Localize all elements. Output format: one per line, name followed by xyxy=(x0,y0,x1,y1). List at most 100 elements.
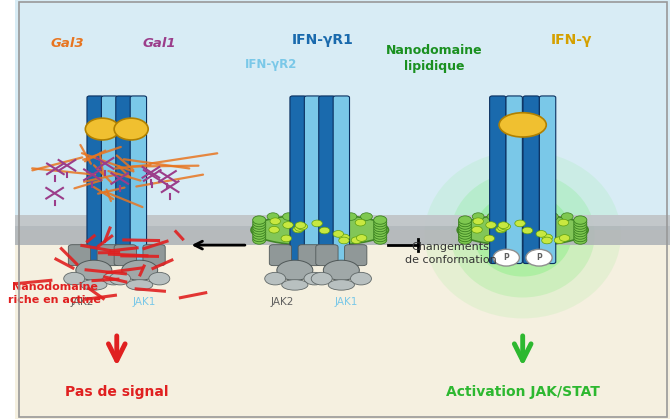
FancyBboxPatch shape xyxy=(290,96,306,264)
Circle shape xyxy=(498,225,508,231)
Circle shape xyxy=(574,226,587,234)
Circle shape xyxy=(502,213,514,220)
Ellipse shape xyxy=(122,260,157,280)
FancyBboxPatch shape xyxy=(298,245,320,266)
Ellipse shape xyxy=(81,280,107,290)
Text: IFN-γR2: IFN-γR2 xyxy=(245,58,297,72)
Circle shape xyxy=(295,222,306,228)
Text: JAK2: JAK2 xyxy=(270,297,293,308)
FancyBboxPatch shape xyxy=(319,96,335,264)
Ellipse shape xyxy=(451,172,595,297)
FancyBboxPatch shape xyxy=(269,245,291,266)
Ellipse shape xyxy=(324,260,359,280)
Circle shape xyxy=(574,216,587,224)
FancyBboxPatch shape xyxy=(143,245,165,266)
Ellipse shape xyxy=(251,214,389,246)
Text: Activation JAK/STAT: Activation JAK/STAT xyxy=(446,385,600,399)
FancyBboxPatch shape xyxy=(130,96,147,264)
Circle shape xyxy=(374,233,387,242)
Circle shape xyxy=(484,235,494,242)
Circle shape xyxy=(297,223,308,230)
Circle shape xyxy=(531,213,543,220)
Circle shape xyxy=(351,237,362,243)
Circle shape xyxy=(314,213,326,220)
Circle shape xyxy=(374,218,387,227)
Ellipse shape xyxy=(110,272,131,285)
Circle shape xyxy=(458,233,472,242)
Text: P: P xyxy=(503,253,509,262)
Circle shape xyxy=(283,213,294,220)
Circle shape xyxy=(374,223,387,232)
Circle shape xyxy=(345,213,357,220)
Circle shape xyxy=(517,213,529,220)
Circle shape xyxy=(283,222,293,228)
Ellipse shape xyxy=(277,260,313,280)
Circle shape xyxy=(339,234,350,241)
Circle shape xyxy=(498,222,509,228)
Circle shape xyxy=(554,237,565,243)
FancyBboxPatch shape xyxy=(344,245,367,266)
Bar xyxy=(15,0,670,230)
Circle shape xyxy=(360,213,373,220)
FancyBboxPatch shape xyxy=(316,245,338,266)
Ellipse shape xyxy=(350,272,371,285)
Circle shape xyxy=(267,213,279,220)
FancyBboxPatch shape xyxy=(506,96,523,264)
Circle shape xyxy=(472,226,482,233)
Text: IFN-γR1: IFN-γR1 xyxy=(292,33,354,47)
Text: Nanodomaine
lipidique: Nanodomaine lipidique xyxy=(386,44,482,73)
Text: IFN-γ: IFN-γ xyxy=(551,33,592,47)
Circle shape xyxy=(542,234,553,241)
Circle shape xyxy=(253,218,266,227)
Circle shape xyxy=(547,213,558,220)
Circle shape xyxy=(526,249,552,266)
Circle shape xyxy=(374,231,387,239)
Circle shape xyxy=(374,216,387,224)
Circle shape xyxy=(374,221,387,229)
Circle shape xyxy=(487,213,499,220)
Ellipse shape xyxy=(64,272,84,285)
FancyBboxPatch shape xyxy=(490,96,506,264)
Text: Pas de signal: Pas de signal xyxy=(65,385,169,399)
Circle shape xyxy=(522,227,533,234)
Circle shape xyxy=(281,235,291,242)
Ellipse shape xyxy=(103,272,124,285)
Ellipse shape xyxy=(127,280,153,290)
Circle shape xyxy=(574,233,587,242)
Circle shape xyxy=(253,216,266,224)
Circle shape xyxy=(500,223,511,230)
Circle shape xyxy=(339,237,349,244)
Circle shape xyxy=(253,223,266,232)
Text: Changements
de conformation: Changements de conformation xyxy=(405,242,496,265)
Circle shape xyxy=(458,231,472,239)
Circle shape xyxy=(374,228,387,237)
Ellipse shape xyxy=(474,193,572,277)
Ellipse shape xyxy=(265,272,285,285)
Ellipse shape xyxy=(499,113,546,137)
Circle shape xyxy=(574,236,587,244)
Circle shape xyxy=(472,213,484,220)
Ellipse shape xyxy=(457,214,588,246)
Circle shape xyxy=(270,218,281,225)
Ellipse shape xyxy=(76,260,112,280)
Ellipse shape xyxy=(425,151,621,318)
Circle shape xyxy=(253,231,266,239)
Circle shape xyxy=(458,236,472,244)
Circle shape xyxy=(269,226,279,233)
Circle shape xyxy=(458,223,472,232)
Circle shape xyxy=(253,226,266,234)
Circle shape xyxy=(295,225,305,231)
FancyBboxPatch shape xyxy=(68,245,90,266)
Bar xyxy=(15,215,670,245)
Text: JAK1: JAK1 xyxy=(334,297,358,308)
Circle shape xyxy=(536,230,547,237)
FancyBboxPatch shape xyxy=(97,245,119,266)
Circle shape xyxy=(574,221,587,229)
Circle shape xyxy=(312,220,322,227)
Text: JAK1: JAK1 xyxy=(133,297,156,308)
Ellipse shape xyxy=(282,280,308,290)
Text: Gal3: Gal3 xyxy=(51,37,84,51)
FancyBboxPatch shape xyxy=(101,96,118,264)
Circle shape xyxy=(561,213,573,220)
Text: Nanodomaine
riche en actine: Nanodomaine riche en actine xyxy=(8,282,101,305)
